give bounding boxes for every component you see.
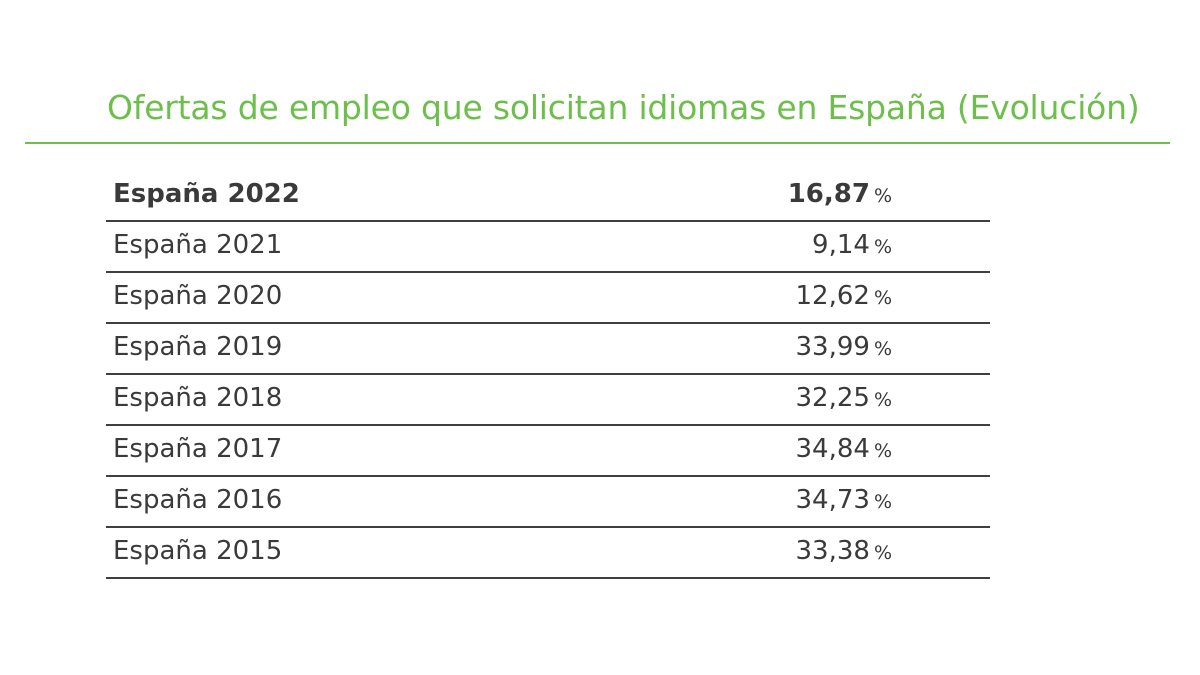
row-label: España 2015 [113,536,283,566]
percent-unit: % [873,185,892,207]
value-number: 12,62 [795,281,870,311]
table-row: España 2022 16,87% [106,171,990,222]
table-row: España 2018 32,25% [106,375,990,426]
value-number: 32,25 [795,383,870,413]
percent-unit: % [873,338,892,360]
chart-title: Ofertas de empleo que solicitan idiomas … [107,88,1140,127]
row-value: 16,87% [788,179,892,209]
value-number: 34,84 [795,434,870,464]
row-value: 9,14% [812,230,892,260]
row-value: 34,84% [796,434,893,464]
percent-unit: % [873,542,892,564]
percent-unit: % [873,440,892,462]
row-label: España 2021 [113,230,283,260]
row-label: España 2016 [113,485,283,515]
row-value: 33,38% [796,536,893,566]
value-number: 9,14 [812,230,870,260]
row-value: 33,99% [796,332,893,362]
value-number: 33,38 [795,536,870,566]
data-table: España 2022 16,87% España 2021 9,14% España … [106,171,990,579]
value-number: 33,99 [795,332,870,362]
value-number: 16,87 [787,179,870,209]
title-underline [25,142,1170,144]
row-value: 12,62% [796,281,893,311]
row-label: España 2020 [113,281,283,311]
row-label: España 2022 [113,179,300,209]
table-row: España 2021 9,14% [106,222,990,273]
table-row: España 2020 12,62% [106,273,990,324]
table-row: España 2015 33,38% [106,528,990,579]
row-value: 32,25% [796,383,893,413]
percent-unit: % [873,287,892,309]
table-row: España 2016 34,73% [106,477,990,528]
table-row: España 2017 34,84% [106,426,990,477]
row-label: España 2018 [113,383,283,413]
table-row: España 2019 33,99% [106,324,990,375]
percent-unit: % [873,389,892,411]
value-number: 34,73 [795,485,870,515]
percent-unit: % [873,236,892,258]
percent-unit: % [873,491,892,513]
row-label: España 2017 [113,434,283,464]
row-label: España 2019 [113,332,283,362]
row-value: 34,73% [796,485,893,515]
